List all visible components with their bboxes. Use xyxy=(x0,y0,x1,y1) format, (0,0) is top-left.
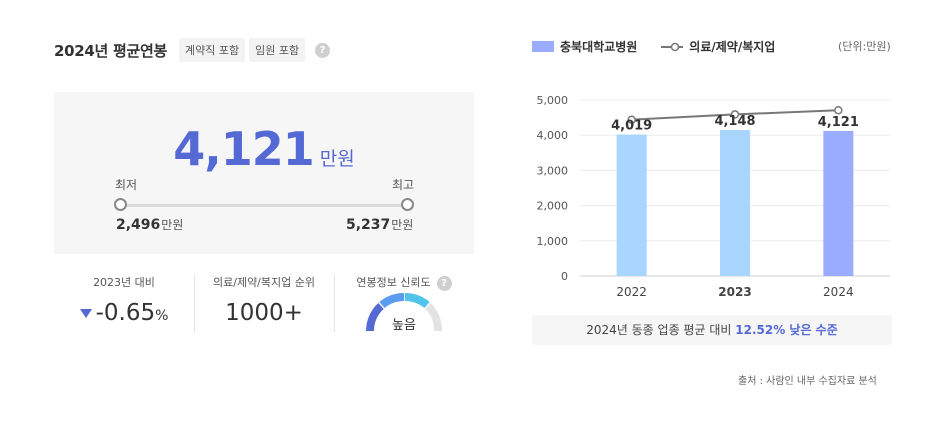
min-label: 최저 xyxy=(115,178,138,192)
bar-data-label: 4,121 xyxy=(818,115,859,130)
y-tick-label: 1,000 xyxy=(537,235,569,248)
down-arrow-icon xyxy=(79,309,92,318)
x-tick-label: 2022 xyxy=(616,285,647,299)
x-tick-label: 2023 xyxy=(718,285,751,299)
bar xyxy=(823,130,854,276)
stat-yoy-label: 2023년 대비 xyxy=(93,276,155,289)
max-value: 5,237만원 xyxy=(346,216,413,233)
summary-prefix: 2024년 동종 업종 평균 대비 xyxy=(586,323,732,337)
average-salary-value: 4,121 xyxy=(173,122,315,176)
legend-bar-swatch xyxy=(532,41,554,52)
stats-row: 2023년 대비 -0.65% 의료/제약/복지업 순위 1000+ 연봉정보 … xyxy=(54,268,474,334)
trust-gauge-value: 높음 xyxy=(392,318,416,333)
legend-bar-label: 충북대학교병원 xyxy=(560,40,638,54)
stat-rank-value: 1000+ xyxy=(225,300,303,326)
salary-range-line xyxy=(120,204,408,207)
stat-yoy-value: -0.65% xyxy=(54,300,194,326)
source-note: 출처 : 사람인 내부 수집자료 분석 xyxy=(738,376,877,387)
bar-data-label: 4,019 xyxy=(611,119,652,134)
chart-legend: 충북대학교병원 의료/제약/복지업 xyxy=(532,38,775,55)
line-point xyxy=(834,105,843,115)
legend-line-label: 의료/제약/복지업 xyxy=(689,40,776,54)
average-salary-unit: 만원 xyxy=(319,148,355,170)
x-tick-label: 2024 xyxy=(823,285,854,299)
bar xyxy=(616,134,647,276)
y-tick-label: 2,000 xyxy=(537,200,569,213)
y-tick-label: 3,000 xyxy=(537,164,569,177)
min-value-unit: 만원 xyxy=(161,218,184,232)
line-point xyxy=(730,110,740,119)
y-tick-label: 0 xyxy=(561,270,568,283)
legend-line-icon xyxy=(661,42,684,52)
tag-contract: 계약직 포함 xyxy=(178,38,246,62)
chart-unit-label: (단위:만원) xyxy=(838,40,891,53)
average-salary: 4,121 만원 xyxy=(54,122,474,176)
stat-divider xyxy=(334,274,335,332)
min-marker-icon xyxy=(114,198,127,211)
max-value-unit: 만원 xyxy=(391,218,414,232)
stat-divider xyxy=(194,274,195,332)
trust-gauge: 높음 xyxy=(364,292,444,333)
stat-yoy-unit: % xyxy=(155,308,169,324)
chart-summary: 2024년 동종 업종 평균 대비 12.52% 낮은 수준 xyxy=(532,315,892,345)
y-tick-label: 5,000 xyxy=(537,94,569,107)
tag-executive: 임원 포함 xyxy=(249,38,306,62)
stat-trust-label: 연봉정보 신뢰도? xyxy=(334,274,474,291)
summary-highlight: 12.52% 낮은 수준 xyxy=(735,323,838,337)
max-marker-icon xyxy=(401,198,414,211)
max-label: 최고 xyxy=(392,178,415,192)
min-value: 2,496만원 xyxy=(116,216,183,233)
bar xyxy=(720,129,750,276)
line-point xyxy=(627,115,636,124)
stat-trust-label-text: 연봉정보 신뢰도 xyxy=(356,276,431,289)
stat-rank: 의료/제약/복지업 순위 1000+ xyxy=(194,268,334,332)
page-title: 2024년 평균연봉 xyxy=(54,41,167,60)
stat-yoy: 2023년 대비 -0.65% xyxy=(54,268,194,332)
salary-chart: 0 1,000 2,000 3,000 4,000 5,000 2022 2023 2024 4,… xyxy=(537,94,890,299)
stat-rank-label: 의료/제약/복지업 순위 xyxy=(213,276,315,289)
min-value-number: 2,496 xyxy=(116,217,161,233)
help-icon[interactable]: ? xyxy=(315,42,331,58)
gauge-icon xyxy=(366,292,442,332)
stat-yoy-number: -0.65 xyxy=(95,300,156,326)
salary-card: 4,121 만원 최저 최고 2,496만원 5,237만원 xyxy=(54,92,474,254)
help-icon[interactable]: ? xyxy=(436,276,452,291)
bar-data-label: 4,148 xyxy=(714,114,755,129)
max-value-number: 5,237 xyxy=(346,217,391,233)
y-tick-label: 4,000 xyxy=(537,129,569,142)
stat-trust: 연봉정보 신뢰도? 높음 xyxy=(334,268,474,333)
title-row: 2024년 평균연봉 계약직 포함 임원 포함 ? xyxy=(54,38,331,62)
